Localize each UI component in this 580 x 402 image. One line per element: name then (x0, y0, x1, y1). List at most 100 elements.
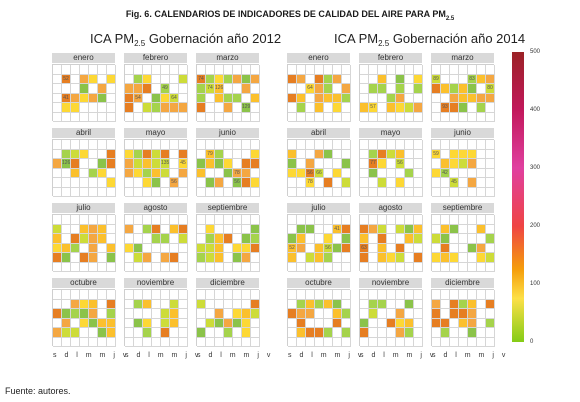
day-cell (134, 159, 143, 169)
day-cell (251, 103, 260, 113)
day-cell (333, 318, 342, 328)
day-cell (251, 140, 260, 150)
day-cell (125, 224, 134, 234)
day-cell (468, 112, 477, 122)
day-cell (315, 328, 324, 338)
day-cell (143, 290, 152, 300)
day-cell (215, 112, 224, 122)
day-cell (251, 93, 260, 103)
day-cell (242, 243, 251, 253)
day-cell (170, 318, 179, 328)
day-cell (224, 318, 233, 328)
day-cell-value: 45 (450, 178, 459, 188)
day-cell (405, 243, 414, 253)
day-cell (432, 253, 441, 263)
day-cell (107, 103, 116, 113)
day-cell (80, 299, 89, 309)
day-cell (98, 187, 107, 197)
day-cell (251, 149, 260, 159)
day-cell (396, 337, 405, 347)
day-cell (306, 187, 315, 197)
day-cell (486, 253, 495, 263)
day-cell (486, 65, 495, 75)
day-cell (342, 84, 351, 94)
day-cell-value: 52 (288, 243, 297, 253)
day-cell (152, 243, 161, 253)
day-cell (98, 74, 107, 84)
day-cell (468, 328, 477, 338)
weekday-labels: s d l m m j v (53, 352, 130, 359)
day-cell (432, 84, 441, 94)
day-cell (333, 149, 342, 159)
day-cell (378, 299, 387, 309)
day-cell (378, 290, 387, 300)
day-cell (378, 103, 387, 113)
day-cell (143, 224, 152, 234)
day-cell (152, 178, 161, 188)
day-cell (206, 103, 215, 113)
day-cell (53, 337, 62, 347)
day-cell (315, 140, 324, 150)
day-cell (107, 224, 116, 234)
day-cell (80, 149, 89, 159)
day-cell (206, 93, 215, 103)
day-cell (215, 149, 224, 159)
day-cell (468, 65, 477, 75)
day-cell (98, 112, 107, 122)
day-cell (387, 168, 396, 178)
day-cell (468, 262, 477, 272)
day-cell (71, 74, 80, 84)
day-cell (414, 93, 423, 103)
day-cell (170, 234, 179, 244)
day-cell (477, 328, 486, 338)
day-cell (450, 243, 459, 253)
day-cell (89, 253, 98, 263)
day-cell (161, 253, 170, 263)
day-cell (360, 318, 369, 328)
day-cell (369, 215, 378, 225)
day-cell (396, 93, 405, 103)
day-cell (134, 290, 143, 300)
day-cell (89, 318, 98, 328)
day-cell (143, 234, 152, 244)
day-cell (360, 103, 369, 113)
day-cell (143, 243, 152, 253)
day-cell (414, 318, 423, 328)
month-label: febrero (359, 53, 422, 63)
day-cell (224, 309, 233, 319)
day-cell (125, 112, 134, 122)
month-label: marzo (431, 53, 494, 63)
day-cell (53, 103, 62, 113)
day-cell (134, 187, 143, 197)
day-cell (89, 299, 98, 309)
day-cell (405, 65, 414, 75)
day-cell (450, 112, 459, 122)
day-cell (477, 140, 486, 150)
day-cell (125, 243, 134, 253)
day-cell (477, 178, 486, 188)
day-cell (369, 337, 378, 347)
day-cell (315, 234, 324, 244)
day-cell-value: 135 (161, 159, 170, 169)
day-cell (179, 103, 188, 113)
day-cell (80, 112, 89, 122)
day-cell (71, 178, 80, 188)
day-cell (215, 262, 224, 272)
day-cell (468, 140, 477, 150)
day-cell (333, 243, 342, 253)
day-cell (369, 168, 378, 178)
day-cell (251, 224, 260, 234)
day-cell (369, 253, 378, 263)
day-cell (80, 243, 89, 253)
day-cell (98, 93, 107, 103)
day-cell (98, 159, 107, 169)
day-cell (143, 93, 152, 103)
day-cell (459, 253, 468, 263)
day-cell (450, 262, 459, 272)
day-cell (170, 243, 179, 253)
month-label: agosto (359, 203, 422, 213)
day-cell (315, 337, 324, 347)
day-cell (251, 112, 260, 122)
day-cell (251, 318, 260, 328)
day-cell (315, 187, 324, 197)
